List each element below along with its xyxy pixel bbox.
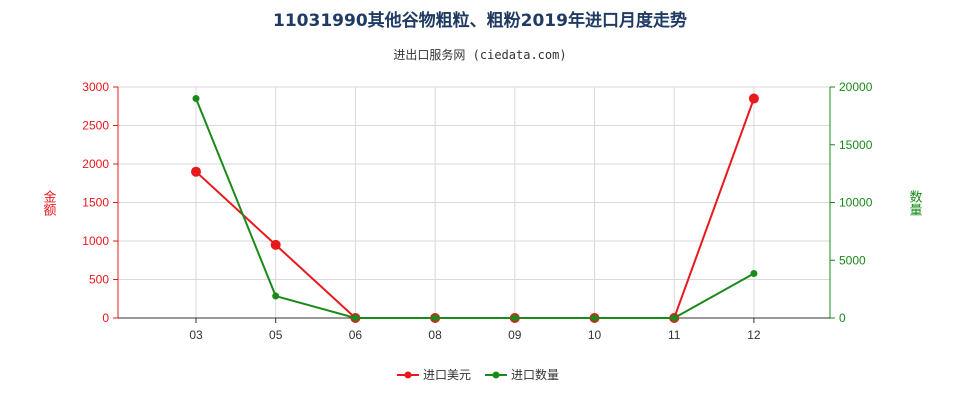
y-right-tick-label: 10000 (839, 196, 873, 210)
x-tick-label: 08 (428, 328, 442, 342)
legend-label-2: 进口数量 (511, 367, 559, 382)
x-tick-label: 05 (269, 328, 283, 342)
legend-label-1: 进口美元 (423, 368, 471, 382)
y-right-tick-label: 0 (839, 311, 846, 325)
series-lines (191, 93, 759, 323)
y-left-tick-label: 0 (102, 311, 109, 325)
series-2-point (750, 270, 758, 278)
y-left-tick-label: 1000 (82, 234, 109, 248)
y-right-tick-label: 20000 (839, 80, 873, 94)
chart-subtitle: 进出口服务网 (ciedata.com) (393, 48, 567, 62)
series-2-point (591, 314, 598, 322)
chart-title: 11031990其他谷物粗粒、粗粉2019年进口月度走势 (273, 11, 687, 31)
legend-marker-1 (404, 371, 412, 379)
series-2-point (192, 95, 200, 103)
x-tick-label: 03 (189, 328, 203, 342)
y-left-tick-label: 1500 (82, 196, 109, 210)
y-left-tick-label: 500 (89, 273, 109, 287)
x-tick-label: 10 (588, 328, 602, 342)
legend-marker-2 (492, 371, 500, 379)
series-1-point (191, 166, 201, 177)
x-tick-label: 11 (668, 328, 681, 342)
y-axis-right-label: 数量 (907, 190, 923, 216)
series-1-point (270, 239, 281, 250)
series-2-point (351, 314, 359, 322)
series-1-point (748, 93, 759, 104)
x-tick-label: 06 (349, 328, 363, 342)
series-2-point (272, 292, 280, 300)
x-tick-label: 09 (508, 328, 522, 342)
legend: 进口美元 进口数量 (397, 367, 559, 382)
x-tick-label: 12 (747, 328, 761, 342)
y-right-tick-label: 15000 (839, 138, 873, 152)
series-2-point (431, 314, 439, 322)
series-line-1 (195, 98, 755, 319)
y-left-tick-label: 2500 (82, 119, 109, 133)
y-right-tick-label: 5000 (839, 253, 866, 267)
y-axis-left-label: 金额 (41, 189, 57, 217)
tick-labels: 0 500 1000 1500 2000 2500 3000 0 5000 10000 15000 2… (41, 80, 923, 342)
y-left-tick-label: 3000 (82, 80, 109, 94)
series-line-2 (195, 98, 755, 319)
series-2-point (511, 314, 519, 322)
series-2-point (670, 314, 678, 322)
y-left-tick-label: 2000 (82, 157, 109, 171)
grid-lines (118, 86, 830, 319)
